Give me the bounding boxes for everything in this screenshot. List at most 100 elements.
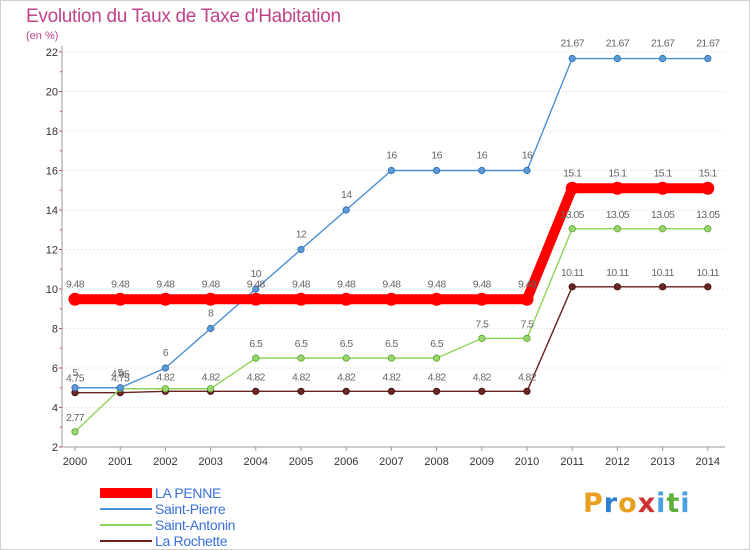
data-label: 6.5 (340, 338, 354, 350)
data-label: 4.82 (292, 371, 311, 383)
proxiti-logo: Proxiti (583, 488, 691, 519)
x-tick-label: 2000 (63, 456, 87, 468)
legend-label: Saint-Antonin (155, 517, 236, 533)
data-label: 8 (208, 308, 214, 320)
x-tick-label: 2004 (244, 456, 268, 468)
data-point (656, 181, 670, 195)
y-tick-label: 4 (52, 403, 58, 415)
data-point (387, 354, 395, 362)
data-label: 13.05 (606, 209, 630, 221)
data-label: 5 (72, 367, 78, 379)
data-point (297, 387, 305, 395)
data-label: 10 (251, 268, 262, 280)
data-label: 15.1 (654, 167, 673, 179)
data-label: 10.11 (561, 267, 584, 279)
data-label: 9.48 (156, 278, 175, 290)
data-point (432, 166, 441, 175)
data-point (568, 283, 576, 291)
x-tick-label: 2010 (515, 456, 539, 468)
data-point (658, 283, 667, 291)
data-point (523, 166, 531, 175)
data-point (523, 334, 531, 342)
x-tick-label: 2012 (605, 456, 629, 468)
data-point (568, 54, 576, 63)
data-point (113, 292, 127, 306)
logo-letter: i (656, 488, 667, 519)
data-point (478, 334, 486, 342)
data-label: 9.48 (382, 278, 401, 290)
data-point (565, 181, 579, 195)
x-tick-label: 2001 (108, 456, 132, 468)
x-tick-label: 2007 (379, 456, 403, 468)
data-point (613, 283, 622, 291)
data-label: 4.82 (428, 371, 447, 383)
x-tick-label: 2008 (424, 456, 448, 468)
data-labels: 4.75 4.75 4.82 4.82 4.82 4.82 4.82 4.82 4.82 4.82… (66, 38, 721, 424)
x-tick-label: 2002 (153, 456, 177, 468)
data-point (475, 292, 489, 306)
data-point (116, 384, 124, 392)
data-label: 10.11 (651, 267, 674, 279)
y-tick-label: 22 (46, 47, 58, 59)
data-label: 15.1 (608, 167, 627, 179)
grid (62, 51, 725, 448)
data-label: 7.5 (521, 318, 535, 330)
data-label: 6.5 (295, 338, 309, 350)
legend-label: La Rochette (155, 533, 228, 549)
data-point (342, 354, 350, 362)
data-label: 16 (522, 150, 533, 162)
x-tick-label: 2014 (696, 456, 720, 468)
data-point (71, 428, 79, 436)
logo-letter: r (603, 488, 619, 519)
data-label: 9.48 (66, 278, 85, 290)
data-point (520, 292, 534, 306)
data-label: 10.11 (697, 267, 720, 279)
data-label: 21.67 (696, 38, 720, 50)
data-point (297, 354, 305, 362)
y-tick-label: 18 (46, 126, 58, 138)
chart-y-unit: (en %) (26, 30, 59, 42)
data-point (658, 54, 667, 63)
data-point (523, 387, 531, 395)
data-label: 5 (118, 367, 124, 379)
legend-swatch (100, 540, 152, 542)
data-label: 4.82 (518, 371, 537, 383)
series-lines (68, 54, 715, 436)
data-label: 14 (341, 189, 352, 201)
data-label: 10.11 (606, 267, 629, 279)
logo-letter: o (618, 488, 638, 519)
data-point (568, 225, 576, 233)
data-label: 6.5 (385, 338, 399, 350)
data-point (432, 354, 441, 362)
data-point (704, 54, 712, 63)
data-point (387, 387, 395, 395)
legend-swatch (100, 524, 152, 526)
data-label: 16 (431, 150, 442, 162)
data-point (387, 166, 395, 175)
y-tick-label: 20 (46, 87, 58, 99)
data-label: 12 (296, 229, 307, 241)
data-label: 9.48 (111, 278, 130, 290)
data-point (207, 385, 215, 393)
y-tick-label: 8 (52, 324, 58, 336)
data-point (701, 181, 715, 195)
y-tick-label: 10 (46, 284, 58, 296)
data-label: 9.48 (518, 278, 537, 290)
data-label: 4.82 (202, 371, 221, 383)
data-point (252, 285, 260, 293)
data-label: 9.48 (473, 278, 492, 290)
chart-title: Evolution du Taux de Taxe d'Habitation (26, 6, 341, 27)
legend-label: Saint-Pierre (155, 501, 226, 517)
data-point (207, 324, 215, 333)
logo-letter: i (680, 488, 691, 519)
data-label: 9.48 (247, 278, 266, 290)
data-point (252, 387, 260, 395)
x-tick-label: 2005 (289, 456, 313, 468)
data-point (478, 166, 486, 175)
data-label: 7.5 (475, 318, 489, 330)
data-label: 15.1 (699, 167, 718, 179)
data-label: 4.95 (111, 369, 130, 381)
data-point (704, 283, 712, 291)
x-tick-label: 2006 (334, 456, 358, 468)
data-label: 16 (386, 150, 397, 162)
